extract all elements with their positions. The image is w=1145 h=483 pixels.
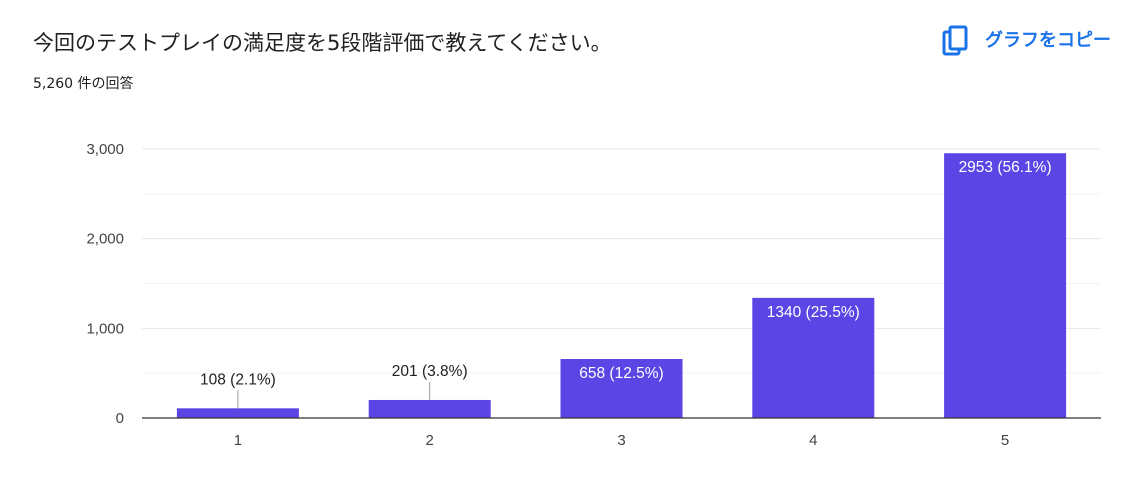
data-label: 201 (3.8%) (392, 363, 468, 380)
bar-chart-area: 0 1,000 2,000 3,000 108 (2.1%) 201 (3.8%) 658… (0, 110, 1145, 479)
bar-4 (752, 297, 875, 418)
copy-icon (941, 24, 971, 58)
question-title: 今回のテストプレイの満足度を5段階評価で教えてください。 (33, 31, 612, 55)
copy-chart-button[interactable]: グラフをコピー (937, 24, 1115, 58)
y-tick-label: 2,000 (86, 231, 124, 248)
data-label: 2953 (56.1%) (959, 159, 1052, 176)
x-tick-label: 3 (617, 432, 625, 449)
y-tick-label: 3,000 (86, 141, 124, 158)
response-count: 5,260 件の回答 (33, 76, 134, 92)
data-label: 658 (12.5%) (579, 365, 663, 382)
bar-3 (560, 358, 683, 418)
chart-header: 今回のテストプレイの満足度を5段階評価で教えてください。 5,260 件の回答 … (0, 0, 1145, 110)
y-axis: 0 1,000 2,000 3,000 (86, 141, 124, 427)
bar-2 (368, 399, 491, 418)
bars (176, 153, 1067, 418)
x-tick-label: 1 (234, 432, 242, 449)
x-axis: 1 2 3 4 5 (142, 417, 1101, 449)
y-tick-label: 0 (116, 410, 124, 427)
data-label: 108 (2.1%) (200, 371, 276, 388)
grid-lines (142, 148, 1101, 374)
data-labels: 108 (2.1%) 201 (3.8%) 658 (12.5%) 1340 (25.… (200, 159, 1052, 409)
bar-5 (944, 153, 1067, 418)
bar-1 (176, 408, 299, 418)
copy-chart-label: グラフをコピー (985, 30, 1111, 51)
x-tick-label: 2 (426, 432, 434, 449)
data-label: 1340 (25.5%) (767, 304, 860, 321)
bar-chart: 0 1,000 2,000 3,000 108 (2.1%) 201 (3.8%) 658… (86, 141, 1101, 449)
x-tick-label: 5 (1001, 432, 1009, 449)
x-tick-label: 4 (809, 432, 817, 449)
y-tick-label: 1,000 (86, 320, 124, 337)
